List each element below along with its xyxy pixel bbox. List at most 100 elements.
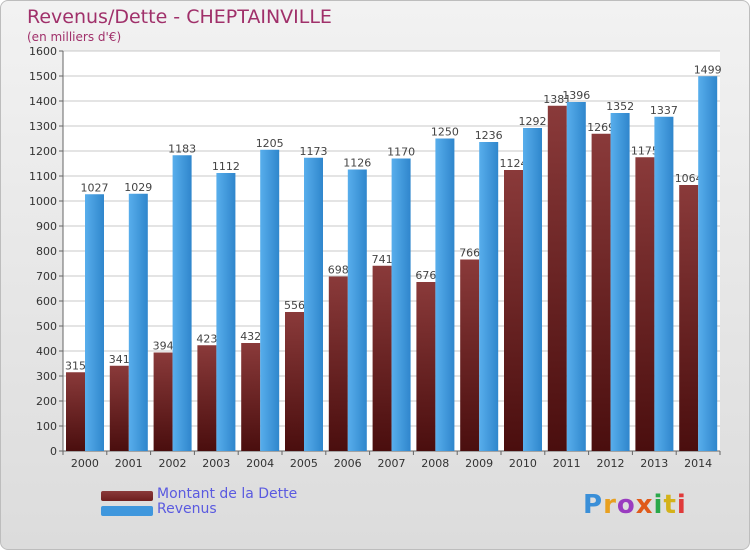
bar-label-dette: 341 bbox=[109, 353, 130, 366]
x-tick-label: 2011 bbox=[553, 457, 581, 470]
bar-revenus bbox=[610, 113, 630, 451]
y-tick-label: 1200 bbox=[29, 145, 57, 158]
y-tick-label: 1600 bbox=[29, 45, 57, 58]
y-tick-label: 500 bbox=[36, 320, 57, 333]
bar-dette bbox=[679, 185, 699, 451]
legend-swatch-revenus bbox=[101, 506, 153, 516]
bar-dette bbox=[197, 345, 217, 451]
bar-dette bbox=[591, 133, 611, 451]
x-tick-label: 2014 bbox=[684, 457, 712, 470]
bar-label-revenus: 1236 bbox=[475, 129, 503, 142]
x-tick-label: 2007 bbox=[378, 457, 406, 470]
bar-dette bbox=[460, 259, 480, 451]
bar-dette bbox=[109, 365, 129, 451]
bar-label-dette: 1175 bbox=[631, 144, 659, 157]
bar-revenus bbox=[523, 128, 542, 451]
y-tick-label: 600 bbox=[36, 295, 57, 308]
x-tick-label: 2004 bbox=[246, 457, 274, 470]
bar-revenus bbox=[566, 102, 586, 451]
bar-label-revenus: 1170 bbox=[387, 146, 415, 159]
bar-label-revenus: 1396 bbox=[562, 89, 590, 102]
bar-revenus bbox=[216, 173, 236, 451]
x-tick-label: 2001 bbox=[115, 457, 143, 470]
bar-dette bbox=[66, 372, 85, 451]
bar-label-dette: 1381 bbox=[543, 93, 571, 106]
bar-dette bbox=[504, 170, 523, 451]
bar-label-dette: 423 bbox=[196, 332, 217, 345]
chart-title: Revenus/Dette - CHEPTAINVILLE bbox=[27, 6, 332, 28]
bar-label-revenus: 1126 bbox=[343, 157, 371, 170]
x-tick-label: 2005 bbox=[290, 457, 318, 470]
y-tick-label: 800 bbox=[36, 245, 57, 258]
bar-label-dette: 432 bbox=[240, 330, 261, 343]
bar-revenus bbox=[391, 158, 411, 451]
bar-dette bbox=[372, 265, 392, 451]
bar-revenus bbox=[128, 193, 148, 451]
bar-label-dette: 1124 bbox=[500, 157, 528, 170]
bar-revenus bbox=[172, 155, 192, 451]
bar-label-revenus: 1337 bbox=[650, 104, 678, 117]
x-tick-label: 2000 bbox=[71, 457, 99, 470]
bar-revenus bbox=[654, 116, 674, 451]
bar-label-revenus: 1027 bbox=[81, 181, 109, 194]
y-tick-label: 400 bbox=[36, 345, 57, 358]
bar-label-dette: 394 bbox=[153, 340, 174, 353]
x-tick-label: 2003 bbox=[202, 457, 230, 470]
x-tick-label: 2008 bbox=[421, 457, 449, 470]
legend-label-dette: Montant de la Dette bbox=[157, 486, 298, 502]
bar-dette bbox=[635, 157, 655, 451]
y-tick-label: 300 bbox=[36, 370, 57, 383]
y-tick-label: 0 bbox=[50, 445, 57, 458]
legend-swatch-dette bbox=[101, 491, 153, 501]
y-tick-label: 700 bbox=[36, 270, 57, 283]
bar-label-dette: 1064 bbox=[675, 172, 703, 185]
bar-label-revenus: 1029 bbox=[124, 181, 152, 194]
bar-dette bbox=[285, 312, 304, 451]
x-tick-label: 2010 bbox=[509, 457, 537, 470]
x-tick-label: 2009 bbox=[465, 457, 493, 470]
chart-subtitle: (en milliers d'€) bbox=[27, 30, 122, 44]
y-tick-label: 1000 bbox=[29, 195, 57, 208]
bar-revenus bbox=[260, 149, 280, 451]
bar-label-revenus: 1250 bbox=[431, 126, 459, 139]
bar-dette bbox=[547, 105, 567, 451]
bar-label-dette: 556 bbox=[284, 299, 305, 312]
x-tick-label: 2013 bbox=[640, 457, 668, 470]
y-tick-label: 1100 bbox=[29, 170, 57, 183]
bar-revenus bbox=[479, 142, 499, 451]
x-tick-label: 2012 bbox=[597, 457, 625, 470]
bar-revenus bbox=[435, 138, 455, 451]
x-tick-label: 2002 bbox=[159, 457, 187, 470]
bar-label-dette: 766 bbox=[459, 247, 480, 260]
bar-label-revenus: 1112 bbox=[212, 160, 240, 173]
y-tick-label: 1400 bbox=[29, 95, 57, 108]
bar-dette bbox=[416, 282, 436, 451]
bar-label-revenus: 1183 bbox=[168, 142, 196, 155]
bar-label-dette: 676 bbox=[415, 269, 436, 282]
bar-dette bbox=[153, 352, 173, 451]
bar-label-revenus: 1173 bbox=[300, 145, 328, 158]
bar-label-revenus: 1292 bbox=[519, 115, 547, 128]
y-tick-label: 200 bbox=[36, 395, 57, 408]
y-tick-label: 900 bbox=[36, 220, 57, 233]
bar-label-dette: 698 bbox=[328, 264, 349, 277]
bar-label-dette: 315 bbox=[65, 359, 86, 372]
bar-revenus bbox=[347, 169, 367, 451]
x-tick-label: 2006 bbox=[334, 457, 362, 470]
bar-label-revenus: 1352 bbox=[606, 100, 634, 113]
bar-label-revenus: 1499 bbox=[694, 63, 722, 76]
y-tick-label: 1500 bbox=[29, 70, 57, 83]
bar-dette bbox=[241, 343, 261, 451]
bar-label-revenus: 1205 bbox=[256, 137, 284, 150]
bar-revenus bbox=[304, 157, 323, 451]
y-tick-label: 100 bbox=[36, 420, 57, 433]
proxiti-logo: Proxiti bbox=[583, 490, 687, 520]
legend-label-revenus: Revenus bbox=[157, 501, 217, 517]
bar-revenus bbox=[698, 76, 718, 451]
bar-label-dette: 1269 bbox=[587, 121, 615, 134]
y-tick-label: 1300 bbox=[29, 120, 57, 133]
bar-revenus bbox=[85, 194, 104, 451]
bar-label-dette: 741 bbox=[372, 253, 393, 266]
